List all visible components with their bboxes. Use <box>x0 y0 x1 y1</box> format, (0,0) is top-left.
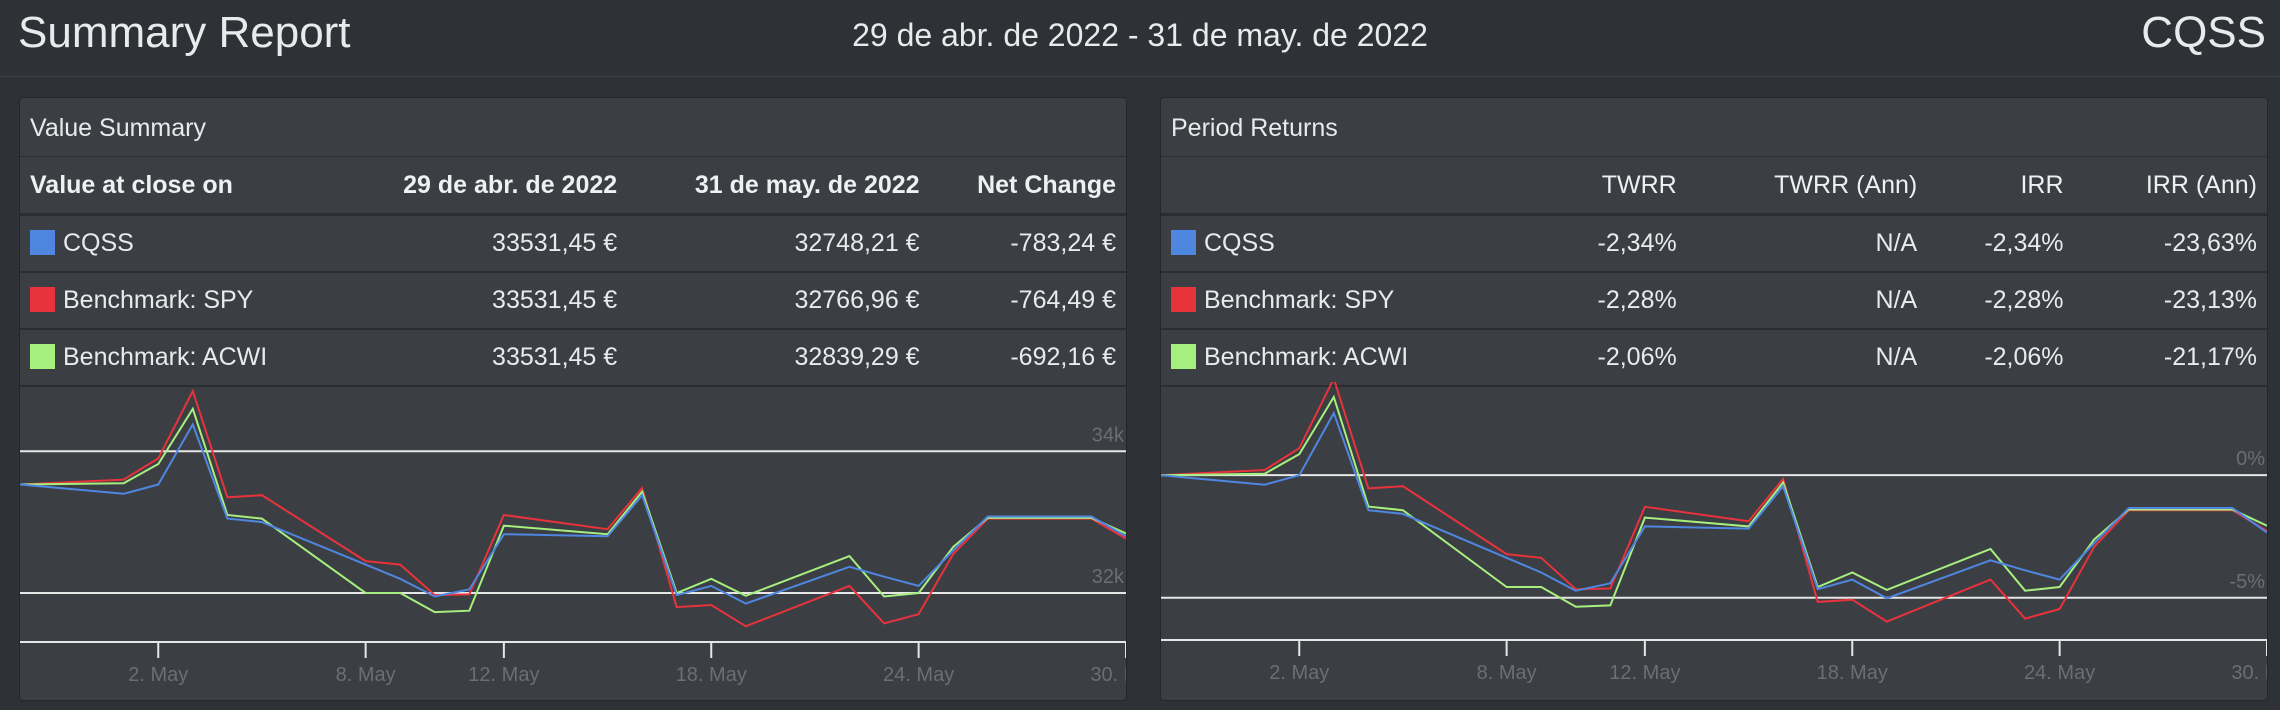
x-tick-label: 12. May <box>468 664 539 686</box>
value-cell: -2,06% <box>1540 329 1687 387</box>
column-header <box>1161 157 1541 216</box>
value-cell: N/A <box>1686 272 1928 330</box>
value-cell: 33531,45 € <box>337 272 628 330</box>
period-returns-table: TWRR TWRR (Ann) IRR IRR (Ann) CQSS -2,34… <box>1161 157 2267 387</box>
x-tick-label: 30. May <box>2231 662 2267 684</box>
value-cell: -2,28% <box>1540 272 1687 330</box>
column-header: IRR <box>1927 157 2074 216</box>
value-cell: N/A <box>1686 214 1928 273</box>
series-cell: Benchmark: SPY <box>1161 272 1541 330</box>
series-line-benchmark-acwi <box>1161 394 2267 608</box>
panel-title: Period Returns <box>1161 98 2267 157</box>
date-range: 29 de abr. de 2022 - 31 de may. de 2022 <box>852 17 1428 53</box>
series-line-cqss <box>20 422 1126 605</box>
value-cell: -692,16 € <box>929 329 1126 387</box>
report-header: Summary Report 29 de abr. de 2022 - 31 d… <box>0 0 2280 77</box>
value-cell: -23,13% <box>2073 272 2267 330</box>
value-cell: -783,24 € <box>929 214 1126 273</box>
series-line-benchmark-acwi <box>20 406 1126 614</box>
account-name: CQSS <box>2141 8 2266 57</box>
x-tick-label: 12. May <box>1609 662 1680 684</box>
period-returns-panel: Period Returns TWRR TWRR (Ann) IRR IRR (… <box>1160 97 2268 701</box>
value-cell: -2,06% <box>1927 329 2074 387</box>
legend-swatch <box>1171 344 1196 369</box>
x-tick-label: 24. May <box>2024 662 2095 684</box>
value-cell: 32748,21 € <box>627 214 930 273</box>
column-header: 29 de abr. de 2022 <box>337 157 628 216</box>
table-row: Benchmark: SPY -2,28% N/A -2,28% -23,13% <box>1161 272 2267 330</box>
value-cell: 33531,45 € <box>337 329 628 387</box>
value-summary-panel: Value Summary Value at close on 29 de ab… <box>19 97 1127 701</box>
table-header-row: TWRR TWRR (Ann) IRR IRR (Ann) <box>1161 157 2267 216</box>
legend-swatch <box>30 287 55 312</box>
table-row: CQSS -2,34% N/A -2,34% -23,63% <box>1161 214 2267 273</box>
table-row: Benchmark: SPY 33531,45 € 32766,96 € -76… <box>20 272 1126 330</box>
series-name: CQSS <box>1204 229 1275 257</box>
value-chart: 34k 32k 2. May 8. May 12. May 18. May 24. May 3… <box>20 388 1126 686</box>
column-header: TWRR (Ann) <box>1686 157 1928 216</box>
returns-chart: 0% -5% 2. May 8. May 12. May 18. May 24. May 30… <box>1161 382 2267 684</box>
x-tick-label: 24. May <box>883 664 954 686</box>
value-cell: -2,28% <box>1927 272 2074 330</box>
column-header: 31 de may. de 2022 <box>627 157 930 216</box>
table-row: CQSS 33531,45 € 32748,21 € -783,24 € <box>20 214 1126 273</box>
legend-swatch <box>30 230 55 255</box>
table-header-row: Value at close on 29 de abr. de 2022 31 … <box>20 157 1126 216</box>
value-summary-table: Value at close on 29 de abr. de 2022 31 … <box>20 157 1126 387</box>
value-cell: -764,49 € <box>929 272 1126 330</box>
y-tick-label: 32k <box>1092 566 1125 588</box>
column-header: TWRR <box>1540 157 1687 216</box>
series-name: Benchmark: SPY <box>1204 286 1395 314</box>
legend-swatch <box>1171 230 1196 255</box>
series-cell: CQSS <box>1161 214 1541 273</box>
series-cell: Benchmark: ACWI <box>1161 329 1541 387</box>
series-cell: CQSS <box>20 214 338 273</box>
series-cell: Benchmark: SPY <box>20 272 338 330</box>
value-cell: -23,63% <box>2073 214 2267 273</box>
y-tick-label: 0% <box>2236 448 2265 470</box>
panel-title: Value Summary <box>20 98 1126 157</box>
series-line-cqss <box>1161 410 2267 600</box>
x-tick-label: 18. May <box>676 664 747 686</box>
value-cell: 33531,45 € <box>337 214 628 273</box>
y-tick-label: 34k <box>1092 424 1125 446</box>
series-name: CQSS <box>63 229 134 257</box>
x-tick-label: 30. May <box>1090 664 1126 686</box>
series-cell: Benchmark: ACWI <box>20 329 338 387</box>
x-tick-label: 8. May <box>336 664 396 686</box>
x-tick-label: 8. May <box>1477 662 1537 684</box>
legend-swatch <box>1171 287 1196 312</box>
series-line-benchmark-spy <box>1161 382 2267 623</box>
value-cell: 32839,29 € <box>627 329 930 387</box>
column-header: Value at close on <box>20 157 338 216</box>
value-cell: -2,34% <box>1927 214 2074 273</box>
x-tick-label: 18. May <box>1817 662 1888 684</box>
x-tick-label: 2. May <box>1269 662 1329 684</box>
legend-swatch <box>30 344 55 369</box>
series-name: Benchmark: ACWI <box>1204 343 1409 371</box>
value-cell: N/A <box>1686 329 1928 387</box>
x-tick-label: 2. May <box>128 664 188 686</box>
series-line-benchmark-spy <box>20 388 1126 628</box>
column-header: Net Change <box>929 157 1126 216</box>
series-name: Benchmark: SPY <box>63 286 254 314</box>
value-cell: -21,17% <box>2073 329 2267 387</box>
table-row: Benchmark: ACWI -2,06% N/A -2,06% -21,17… <box>1161 329 2267 387</box>
table-row: Benchmark: ACWI 33531,45 € 32839,29 € -6… <box>20 329 1126 387</box>
value-cell: -2,34% <box>1540 214 1687 273</box>
page-title: Summary Report <box>18 8 351 57</box>
y-tick-label: -5% <box>2229 571 2265 593</box>
series-name: Benchmark: ACWI <box>63 343 268 371</box>
column-header: IRR (Ann) <box>2073 157 2267 216</box>
value-cell: 32766,96 € <box>627 272 930 330</box>
